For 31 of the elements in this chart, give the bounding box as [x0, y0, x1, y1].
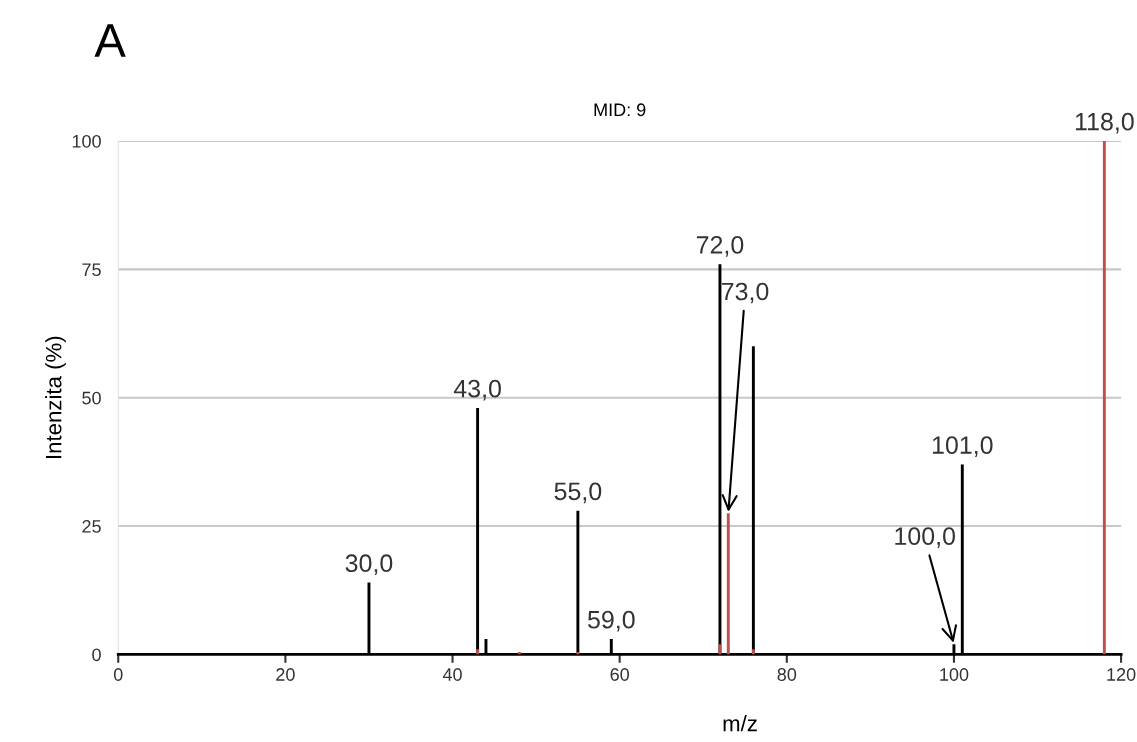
x-tick-label: 100: [940, 668, 969, 681]
annotation: 100,0: [895, 527, 955, 548]
chart-title: MID: 9: [594, 103, 646, 117]
annotation: 72,0: [696, 236, 744, 257]
bar: [718, 644, 722, 655]
annotation: 30,0: [345, 554, 393, 576]
y-tick-label: 0: [92, 648, 101, 662]
x-tick-label: 80: [777, 668, 797, 681]
annotation: 55,0: [554, 482, 602, 504]
y-tick-label: 25: [82, 520, 101, 533]
y-tick-label: 50: [82, 391, 101, 405]
bar: [476, 649, 480, 655]
y-tick-label: 75: [82, 263, 101, 277]
x-tick-label: 0: [113, 668, 123, 681]
x-tick-label: 20: [276, 668, 295, 681]
bar: [751, 649, 755, 655]
x-axis-title: m/z: [723, 715, 757, 732]
annotation: 59,0: [587, 610, 635, 632]
bar: [726, 513, 730, 655]
x-tick-label: 120: [1107, 668, 1136, 681]
text: A: [94, 24, 126, 57]
annotation: 101,0: [932, 436, 993, 457]
bar: [576, 510, 580, 655]
y-axis-title: Intenzita (%): [45, 336, 66, 459]
annotation: 43,0: [453, 379, 501, 401]
annotation: 73,0: [721, 282, 769, 304]
x-tick-label: 40: [442, 668, 462, 681]
y-tick-label: 100: [72, 134, 101, 148]
bar: [1102, 140, 1106, 655]
annotation: 118,0: [1075, 112, 1134, 134]
x-tick-label: 60: [610, 668, 629, 681]
